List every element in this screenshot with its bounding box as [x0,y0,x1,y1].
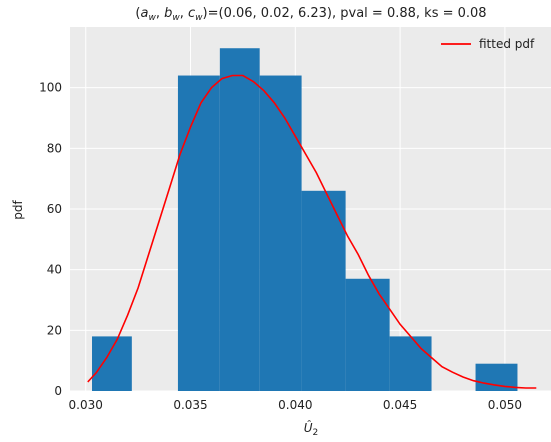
y-tick-label: 0 [54,384,62,398]
histogram-bar [259,75,302,392]
y-tick-label: 80 [47,141,62,155]
histogram-bar [389,336,432,391]
x-tick-label: 0.050 [488,398,522,412]
histogram-bars [92,48,518,392]
fitted-pdf-curve [87,74,537,389]
histogram-bar [345,278,390,391]
y-axis-ticks: 0 20 40 60 80 100 [39,81,62,398]
chart-title: (aw, bw, cw)=(0.06, 0.02, 6.23), pval = … [135,6,486,23]
x-axis-label: Û2 [304,420,319,438]
y-tick-label: 100 [39,81,62,95]
y-tick-label: 40 [47,263,62,277]
x-tick-label: 0.045 [383,398,417,412]
x-tick-label: 0.040 [278,398,312,412]
y-tick-label: 20 [47,323,62,337]
histogram-bar [92,336,132,391]
y-tick-label: 60 [47,202,62,216]
histogram-bar [177,75,220,392]
x-tick-label: 0.035 [173,398,207,412]
legend-label-fitted-pdf: fitted pdf [479,37,535,51]
histogram-bar [219,48,260,391]
legend: fitted pdf [441,37,535,51]
x-tick-label: 0.030 [69,398,103,412]
x-axis-ticks: 0.030 0.035 0.040 0.045 0.050 [69,398,523,412]
y-axis-label: pdf [11,200,25,220]
histogram-bar [301,190,346,391]
